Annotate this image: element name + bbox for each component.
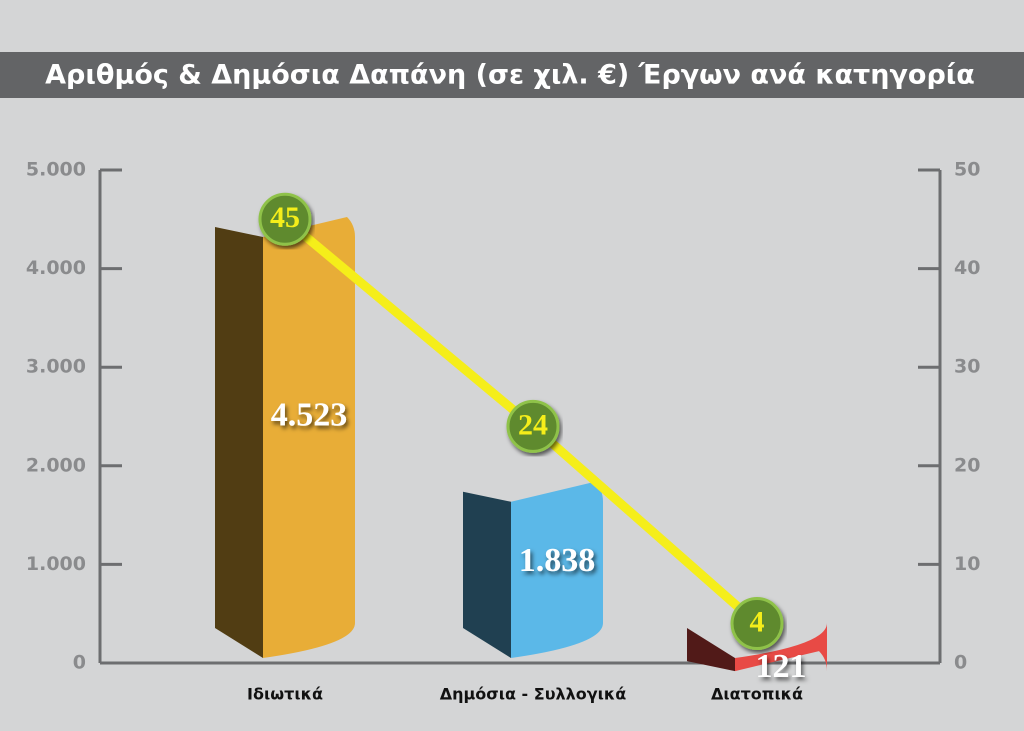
y-tick-label: 4.000	[26, 257, 86, 279]
x-tick-label: Ιδιωτικά	[247, 685, 323, 704]
line-marker	[730, 597, 784, 651]
marker-label: 24	[518, 408, 548, 441]
y2-tick-label: 20	[954, 454, 980, 476]
bar-side	[215, 227, 263, 658]
value-label: 1.838	[519, 542, 596, 579]
y2-tick-label: 0	[954, 652, 967, 674]
marker-label: 45	[270, 201, 300, 234]
bar-side	[463, 491, 511, 658]
y-tick-label: 2.000	[26, 454, 86, 476]
line-marker	[258, 192, 312, 246]
x-tick-label: Διατοπικά	[711, 685, 803, 704]
title-bar	[0, 52, 1024, 98]
line-marker	[506, 399, 560, 453]
marker-label: 4	[750, 605, 765, 638]
y-tick-label: 1.000	[26, 553, 86, 575]
y-tick-label: 3.000	[26, 356, 86, 378]
y-tick-label: 5.000	[26, 159, 86, 181]
bar	[263, 217, 355, 658]
bar	[511, 481, 603, 658]
y2-tick-label: 50	[954, 159, 980, 181]
y2-tick-label: 30	[954, 356, 980, 378]
bar-side	[687, 628, 735, 672]
x-tick-label: Δημόσια - Συλλογικά	[440, 685, 626, 704]
y2-tick-label: 10	[954, 553, 980, 575]
y2-tick-label: 40	[954, 257, 980, 279]
y-tick-label: 0	[73, 652, 86, 674]
chart-title: Αριθμός & Δημόσια Δαπάνη (σε χιλ. €) Έργ…	[45, 60, 975, 91]
value-label: 4.523	[271, 397, 348, 434]
value-label: 121	[756, 648, 807, 685]
bar	[735, 623, 827, 672]
